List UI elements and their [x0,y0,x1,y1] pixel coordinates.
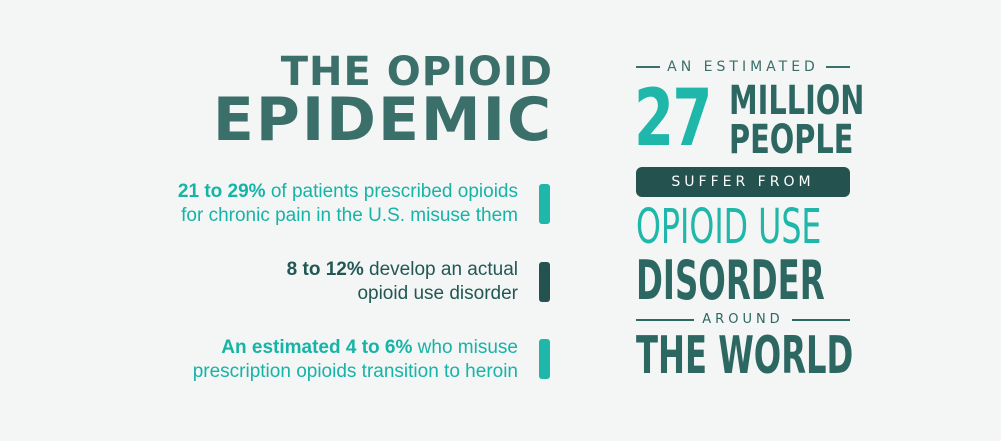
estimated-rule-right [826,66,850,68]
around-rule-left [636,319,694,321]
stat-1-highlight: 21 to 29% [177,181,266,202]
stat-3-text-line-2: prescription opioids transition to heroi… [192,361,518,382]
opioid-use-label: OPIOID USE [636,199,822,255]
estimated-rule-left [636,66,660,68]
around-rule-right [792,319,850,321]
big-number: 27 [634,74,712,164]
stat-2-text-line-2: opioid use disorder [357,283,518,304]
stat-2-highlight: 8 to 12% [286,259,364,280]
stat-1-text-line-2: for chronic pain in the U.S. misuse them [181,205,518,226]
stat-1: 21 to 29% of patients prescribed opioids… [98,180,518,228]
around-label: AROUND [702,312,784,327]
estimated-row: AN ESTIMATED [636,57,850,77]
stat-2: 8 to 12% develop an actual opioid use di… [98,258,518,306]
title-line-1: THE OPIOID [280,49,553,95]
stat-3-highlight: An estimated 4 to 6% [221,337,413,358]
disorder-label: DISORDER [636,249,825,312]
stat-1-text: of patients prescribed opioids [265,181,518,202]
suffer-from-banner: SUFFER FROM [636,167,850,197]
stat-1-bar [539,184,550,224]
title-line-2: EPIDEMIC [212,85,553,155]
stat-3: An estimated 4 to 6% who misuse prescrip… [98,336,518,384]
estimated-label: AN ESTIMATED [667,59,819,75]
million-label: MILLION [729,78,865,124]
stat-3-bar [539,339,550,379]
people-label: PEOPLE [729,117,854,163]
stat-2-text: develop an actual [363,259,518,280]
the-world-label: THE WORLD [636,326,854,386]
stat-3-text: who misuse [412,337,518,358]
around-row: AROUND [636,311,850,329]
stat-2-bar [539,262,550,302]
